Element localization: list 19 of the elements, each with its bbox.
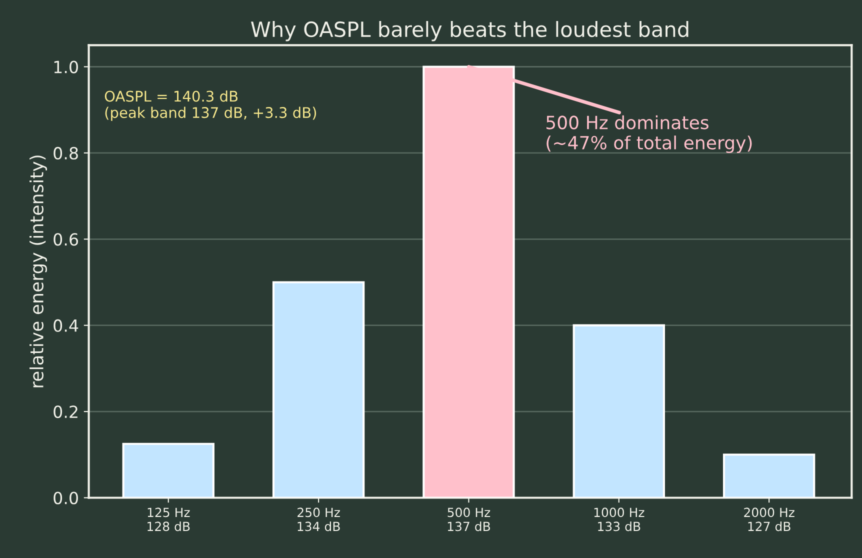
y-tick-label: 0.2 xyxy=(54,406,78,418)
y-tick-label: 0.8 xyxy=(54,146,78,160)
bar xyxy=(572,324,665,498)
annotation: 500 Hz dominates (~47% of total energy) xyxy=(546,115,752,154)
y-tick-label: 0.0 xyxy=(54,492,78,504)
bar xyxy=(272,281,365,498)
bar xyxy=(722,454,816,498)
chart-title: Why OASPL barely beats the loudest band xyxy=(251,21,688,42)
x-tick-label: 250 Hz 134 dB xyxy=(298,508,340,532)
x-tick-label: 125 Hz 128 dB xyxy=(148,508,190,532)
annotation: OASPL = 140.3 dB (peak band 137 dB, +3.3 dB) xyxy=(104,90,316,121)
x-tick-label: 2000 Hz 127 dB xyxy=(744,508,794,532)
x-tick-label: 1000 Hz 133 dB xyxy=(594,508,644,532)
y-tick-label: 0.4 xyxy=(54,319,78,332)
y-axis-title: relative energy (intensity) xyxy=(30,156,48,388)
x-tick-label: 500 Hz 137 dB xyxy=(448,508,490,532)
bar xyxy=(122,442,214,498)
y-tick-label: 1.0 xyxy=(54,60,78,74)
y-tick-label: 0.6 xyxy=(54,233,78,246)
